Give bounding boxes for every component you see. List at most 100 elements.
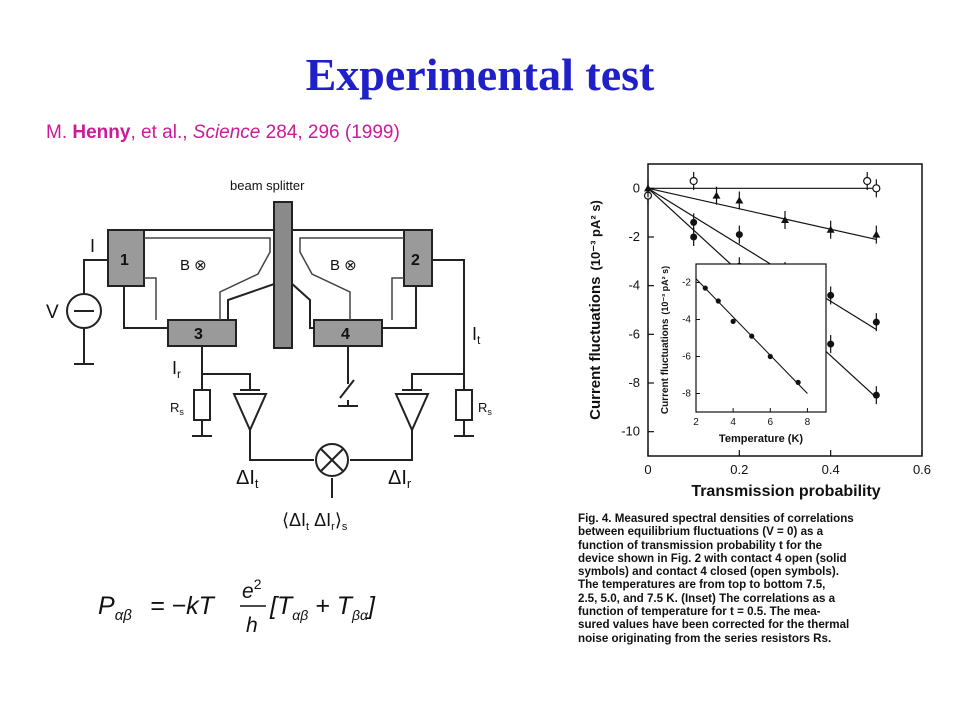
- slide-title: Experimental test: [305, 49, 655, 100]
- caption-line: between equilibrium fluctuations (V = 0)…: [578, 525, 824, 539]
- data-point: [872, 318, 880, 326]
- contact-3: [167, 319, 237, 347]
- fit-line: [647, 187, 877, 241]
- data-point-triangle: [712, 191, 721, 199]
- b-field-right-label: B ⊗: [330, 257, 357, 274]
- data-point: [690, 218, 698, 226]
- inset-data-point: [730, 318, 736, 324]
- x-tick-label: 0: [644, 462, 651, 477]
- y-tick-label: -2: [628, 229, 640, 244]
- contact-4: [313, 319, 383, 347]
- contact-4-label: 4: [341, 326, 350, 343]
- amp-left-input: [202, 373, 260, 391]
- data-point: [872, 391, 880, 399]
- correlator-label: ⟨ΔIt ΔIr⟩s: [282, 510, 348, 533]
- inset-x-axis-label: Temperature (K): [719, 433, 803, 445]
- y-tick-label: -10: [621, 424, 640, 439]
- caption-line: sured values have been corrected for the…: [578, 618, 850, 632]
- data-point-triangle: [872, 230, 881, 238]
- resistor-right-label: Rs: [478, 400, 492, 417]
- edge-channel-right: [299, 237, 404, 320]
- current-t-label: It: [472, 324, 481, 347]
- formula-lhs: Pαβ: [98, 592, 132, 624]
- inset-data-point: [767, 353, 773, 360]
- caption-line: device shown in Fig. 2 with contact 4 op…: [578, 551, 847, 565]
- caption-line: Fig. 4. Measured spectral densities of c…: [578, 512, 854, 525]
- amplifier-right-icon: [394, 393, 430, 433]
- formula-equals: = −kT: [150, 592, 216, 620]
- inset-data-point: [795, 379, 801, 385]
- delta-left-label: ΔIt: [236, 467, 259, 491]
- y-tick-label: -4: [628, 278, 640, 293]
- inset-y-tick-label: -4: [682, 315, 691, 326]
- contact-1: [107, 229, 145, 287]
- x-tick-label: 0.4: [822, 462, 840, 477]
- data-point: [827, 291, 835, 299]
- contact-1-label: 1: [120, 252, 129, 269]
- citation-journal: Science: [192, 122, 261, 143]
- caption-line: function of temperature for t = 0.5. The…: [578, 605, 821, 619]
- source-label: V: [46, 302, 59, 323]
- formula-bracket-term: [Tαβ + Tβα]: [269, 592, 376, 623]
- correlation-plot: 0 0.2 0.4 0.6 0 -2 -4 -6 -8 -10 Current fluctuati…: [587, 163, 931, 500]
- x-tick-label: 0.6: [913, 462, 931, 477]
- y-tick-label: 0: [633, 180, 640, 195]
- x-axis-label: Transmission probability: [691, 483, 880, 500]
- caption-line: The temperatures are from top to bottom …: [578, 578, 826, 592]
- contact-2-label: 2: [411, 252, 420, 269]
- data-point-triangle: [781, 215, 789, 223]
- contact-3-label: 3: [194, 326, 203, 343]
- inset-x-tick-label: 6: [768, 417, 774, 428]
- inset-data-point: [749, 333, 755, 339]
- edge-channel-right-inner: [391, 277, 404, 320]
- beam-splitter-gate: [273, 201, 293, 349]
- inset-data-point: [702, 285, 708, 291]
- edge-channel-left: [144, 237, 271, 320]
- data-point-open: [863, 176, 872, 186]
- delta-right-label: ΔIr: [388, 467, 412, 491]
- y-axis-label: Current fluctuations(10⁻³ pA² s): [587, 200, 604, 420]
- data-point-open: [689, 176, 698, 186]
- caption-line: symbols) and contact 4 closed (open symb…: [578, 565, 839, 579]
- multiplier-cross-b: [320, 448, 344, 472]
- inset-y-tick-label: -8: [682, 389, 691, 400]
- amp-right-input: [402, 373, 464, 391]
- correlation-formula: Pαβ = −kT e2 h [Tαβ + Tβα]: [98, 576, 376, 637]
- inset-y-tick-label: -6: [682, 352, 691, 363]
- inset-x-tick-label: 8: [805, 417, 811, 428]
- inset-frame: [695, 263, 827, 413]
- source-wire: [74, 259, 108, 365]
- citation-author: Henny: [72, 122, 131, 143]
- formula-denominator: h: [246, 614, 258, 637]
- y-tick-label: -8: [628, 375, 640, 390]
- b-field-left-label: B ⊗: [180, 257, 207, 274]
- resistor-right: [455, 389, 473, 421]
- data-point-triangle: [826, 225, 835, 233]
- caption-line: 2.5, 5.0, and 7.5 K. (Inset) The correla…: [578, 591, 836, 605]
- inset-x-tick-label: 2: [693, 417, 699, 428]
- data-point: [827, 340, 835, 348]
- inset-x-tick-label: 4: [730, 417, 736, 428]
- formula-numerator: e2: [242, 576, 262, 603]
- x-tick-label: 0.2: [730, 462, 748, 477]
- y-tick-label: -6: [628, 326, 640, 341]
- contact-2: [403, 229, 433, 287]
- inset-data-point: [715, 298, 721, 304]
- caption-line: function of transmission probability t f…: [578, 538, 823, 552]
- resistor-left-label: Rs: [170, 400, 184, 417]
- current-in-label: I: [90, 236, 95, 256]
- right-bottom-wire: [338, 346, 358, 407]
- amplifier-left-icon: [232, 393, 268, 433]
- inset-y-axis-label: Current fluctuations(10⁻³ pA² s): [660, 266, 671, 414]
- data-point-open: [872, 184, 881, 193]
- beam-splitter-circuit-diagram: beam splitter 1 2 3 4 B ⊗ B ⊗ V I It Ir …: [46, 178, 492, 533]
- data-point: [735, 231, 743, 239]
- beam-splitter-label: beam splitter: [230, 178, 305, 193]
- caption-line: noise originating from the series resist…: [578, 631, 832, 645]
- amp-to-correlator: [249, 430, 413, 498]
- citation-suffix: 284, 296 (1999): [260, 122, 400, 143]
- citation: M. Henny, et al., Science 284, 296 (1999…: [46, 122, 400, 144]
- figure-caption: Fig. 4. Measured spectral densities of c…: [578, 512, 928, 645]
- data-point: [690, 233, 698, 241]
- edge-channel-left-inner: [144, 277, 157, 320]
